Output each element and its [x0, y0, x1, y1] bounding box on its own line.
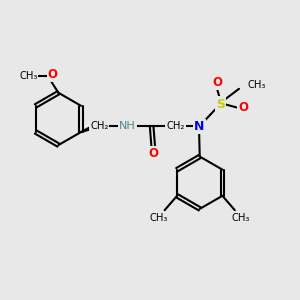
Text: CH₃: CH₃: [150, 213, 168, 223]
Text: NH: NH: [119, 122, 136, 131]
Text: CH₃: CH₃: [248, 80, 266, 90]
Text: CH₂: CH₂: [166, 122, 185, 131]
Text: S: S: [216, 98, 225, 111]
Text: O: O: [48, 68, 58, 81]
Text: CH₂: CH₂: [90, 122, 109, 131]
Text: O: O: [212, 76, 222, 89]
Text: O: O: [238, 101, 248, 114]
Text: N: N: [194, 120, 204, 133]
Text: O: O: [148, 147, 158, 160]
Text: CH₃: CH₃: [19, 71, 38, 81]
Text: CH₃: CH₃: [231, 213, 250, 223]
